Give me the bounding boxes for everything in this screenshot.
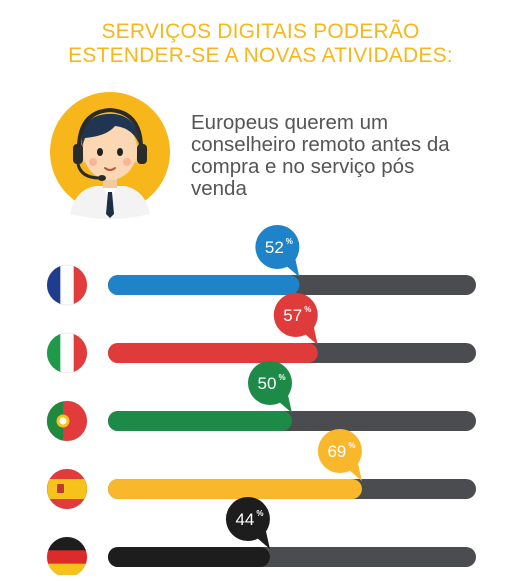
bar-chart: 52 %57 %50 %69 %44%	[46, 225, 476, 575]
data-label-unit: %	[286, 237, 293, 246]
data-label: 44	[235, 510, 254, 529]
caption-line-4: venda	[191, 177, 247, 200]
spain-flag	[47, 469, 87, 509]
bar	[108, 275, 300, 295]
customer-support-agent-icon	[50, 92, 170, 219]
italy-flag-outline	[46, 332, 88, 374]
caption-line-2: conselheiro remoto antes da	[191, 133, 450, 156]
data-label: 52	[265, 238, 284, 257]
bar	[108, 343, 318, 363]
italy-flag	[47, 333, 87, 373]
value-bubble	[248, 361, 292, 413]
data-label-unit: %	[278, 373, 285, 382]
data-label: 57	[283, 306, 302, 325]
portugal-flag-outline	[46, 400, 88, 442]
caption: Europeus querem um conselheiro remoto an…	[191, 112, 491, 200]
caption-line-3: compra e no serviço pós	[191, 155, 415, 178]
value-bubble	[225, 497, 270, 549]
value-bubble	[317, 429, 362, 481]
page-title: SERVIÇOS DIGITAIS PODERÃO ESTENDER-SE A …	[0, 20, 521, 68]
france-flag	[47, 265, 87, 305]
title-line-1: SERVIÇOS DIGITAIS PODERÃO	[101, 20, 420, 43]
spain-flag-outline	[46, 468, 88, 510]
bar	[108, 479, 362, 499]
value-bubble	[255, 225, 300, 277]
data-label-unit: %	[304, 305, 311, 314]
germany-flag	[47, 537, 87, 575]
data-label: 50	[258, 374, 277, 393]
title-line-2: ESTENDER-SE A NOVAS ATIVIDADES:	[68, 44, 453, 67]
caption-line-1: Europeus querem um	[191, 111, 389, 134]
bar	[108, 547, 270, 567]
bar	[108, 411, 292, 431]
data-label-unit: %	[256, 509, 263, 518]
value-bubble	[273, 293, 318, 345]
germany-flag-outline	[46, 536, 88, 575]
france-flag-outline	[46, 264, 88, 306]
data-label-unit: %	[348, 441, 355, 450]
data-label: 69	[327, 442, 346, 461]
portugal-flag	[47, 401, 87, 441]
